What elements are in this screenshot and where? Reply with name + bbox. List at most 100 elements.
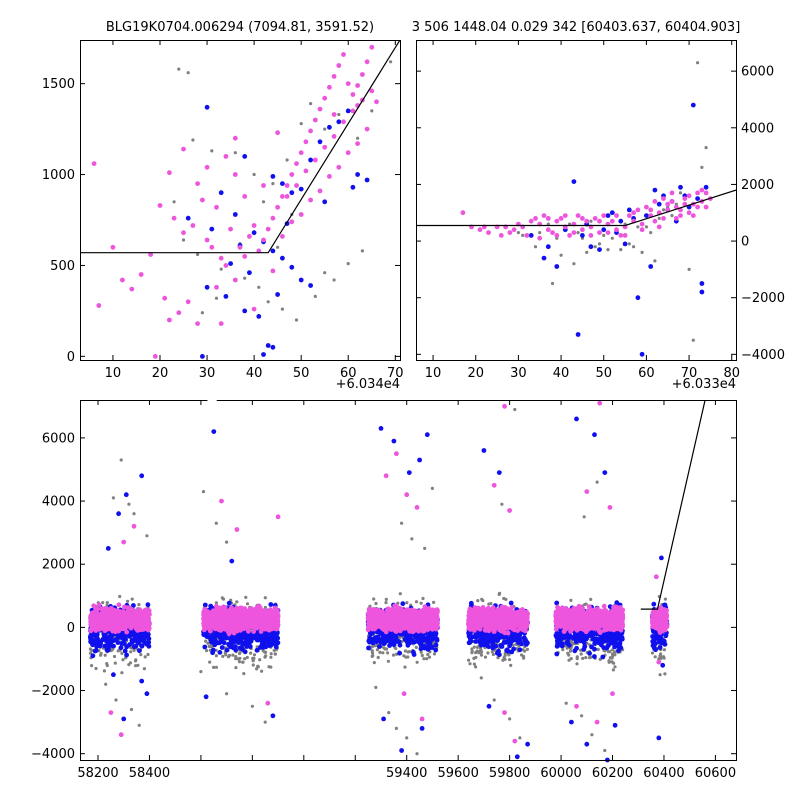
data-point	[130, 597, 134, 601]
data-point	[88, 639, 94, 645]
data-point	[473, 639, 479, 644]
data-point	[678, 191, 683, 195]
data-point	[477, 227, 483, 233]
x-tick-label: 70	[681, 366, 698, 381]
data-point	[484, 642, 490, 648]
data-point	[606, 248, 610, 252]
data-point	[661, 638, 667, 644]
data-point	[273, 652, 277, 656]
data-point	[368, 631, 374, 637]
data-point	[204, 639, 208, 643]
x-tick-label: 10	[105, 366, 122, 381]
data-point	[245, 602, 250, 606]
data-point	[501, 640, 507, 645]
data-point	[480, 640, 486, 645]
data-point	[508, 600, 514, 606]
data-point	[144, 641, 150, 647]
data-point	[356, 136, 360, 140]
data-point	[231, 653, 235, 657]
data-point	[186, 71, 190, 75]
data-point	[181, 146, 186, 152]
data-point	[284, 183, 290, 188]
data-point	[94, 637, 100, 643]
data-point	[533, 245, 538, 249]
data-point	[558, 216, 564, 221]
data-point	[204, 164, 210, 170]
data-point	[663, 597, 668, 601]
data-point	[369, 44, 375, 50]
data-point	[232, 135, 238, 141]
data-point	[581, 656, 585, 661]
data-point	[129, 286, 135, 292]
data-point	[385, 647, 389, 651]
data-point	[597, 230, 602, 236]
data-point	[102, 619, 108, 625]
data-point	[265, 226, 271, 232]
data-point	[580, 216, 585, 221]
data-point	[268, 642, 273, 648]
data-point	[541, 255, 547, 261]
data-point	[232, 277, 238, 283]
data-point	[482, 634, 488, 640]
plot-frame-top-left	[80, 40, 401, 361]
data-point	[661, 216, 666, 221]
data-point	[268, 602, 274, 607]
data-point	[142, 667, 146, 671]
x-offset-label-top-right: +6.033e4	[672, 377, 736, 392]
data-point	[555, 638, 560, 644]
data-point	[217, 650, 223, 655]
data-point	[606, 650, 611, 654]
data-point	[571, 230, 577, 236]
x-tick-label: 20	[152, 366, 169, 381]
data-point	[567, 658, 571, 662]
data-point	[128, 606, 134, 612]
data-point	[261, 200, 266, 204]
data-point	[119, 624, 124, 630]
data-point	[678, 184, 683, 190]
data-point	[597, 637, 603, 642]
data-point	[662, 602, 667, 608]
data-point	[524, 233, 530, 238]
data-point	[236, 640, 241, 645]
data-point	[226, 600, 232, 606]
data-point	[113, 622, 119, 627]
data-point	[257, 285, 261, 289]
y-tick-label: 1000	[42, 168, 75, 183]
data-point	[386, 659, 390, 663]
data-point	[308, 128, 313, 134]
data-point	[89, 615, 95, 621]
x-tick-label: 40	[553, 366, 570, 381]
data-point	[110, 244, 116, 250]
data-point	[640, 250, 644, 254]
model-line-path	[416, 189, 736, 227]
data-point	[376, 655, 380, 660]
x-tick-label: 50	[595, 366, 612, 381]
data-point	[420, 653, 424, 658]
data-point	[294, 183, 299, 188]
data-point	[298, 150, 304, 156]
data-point	[612, 661, 616, 665]
data-point	[378, 631, 383, 636]
data-point	[355, 172, 360, 177]
data-point	[251, 230, 257, 236]
data-point	[545, 244, 551, 250]
data-point	[426, 637, 432, 643]
data-point	[323, 127, 327, 131]
data-point	[120, 277, 125, 283]
data-point	[521, 233, 525, 237]
data-point	[487, 602, 491, 606]
data-point	[258, 658, 262, 662]
data-point	[112, 654, 117, 659]
data-point	[111, 607, 117, 613]
data-point	[468, 662, 472, 666]
data-point	[116, 602, 122, 608]
data-point	[133, 643, 139, 649]
data-point	[322, 144, 328, 150]
data-point	[545, 227, 551, 233]
data-point	[313, 294, 317, 298]
data-point	[294, 318, 299, 322]
data-point	[242, 672, 246, 676]
data-point	[682, 196, 688, 202]
data-point	[703, 204, 709, 210]
